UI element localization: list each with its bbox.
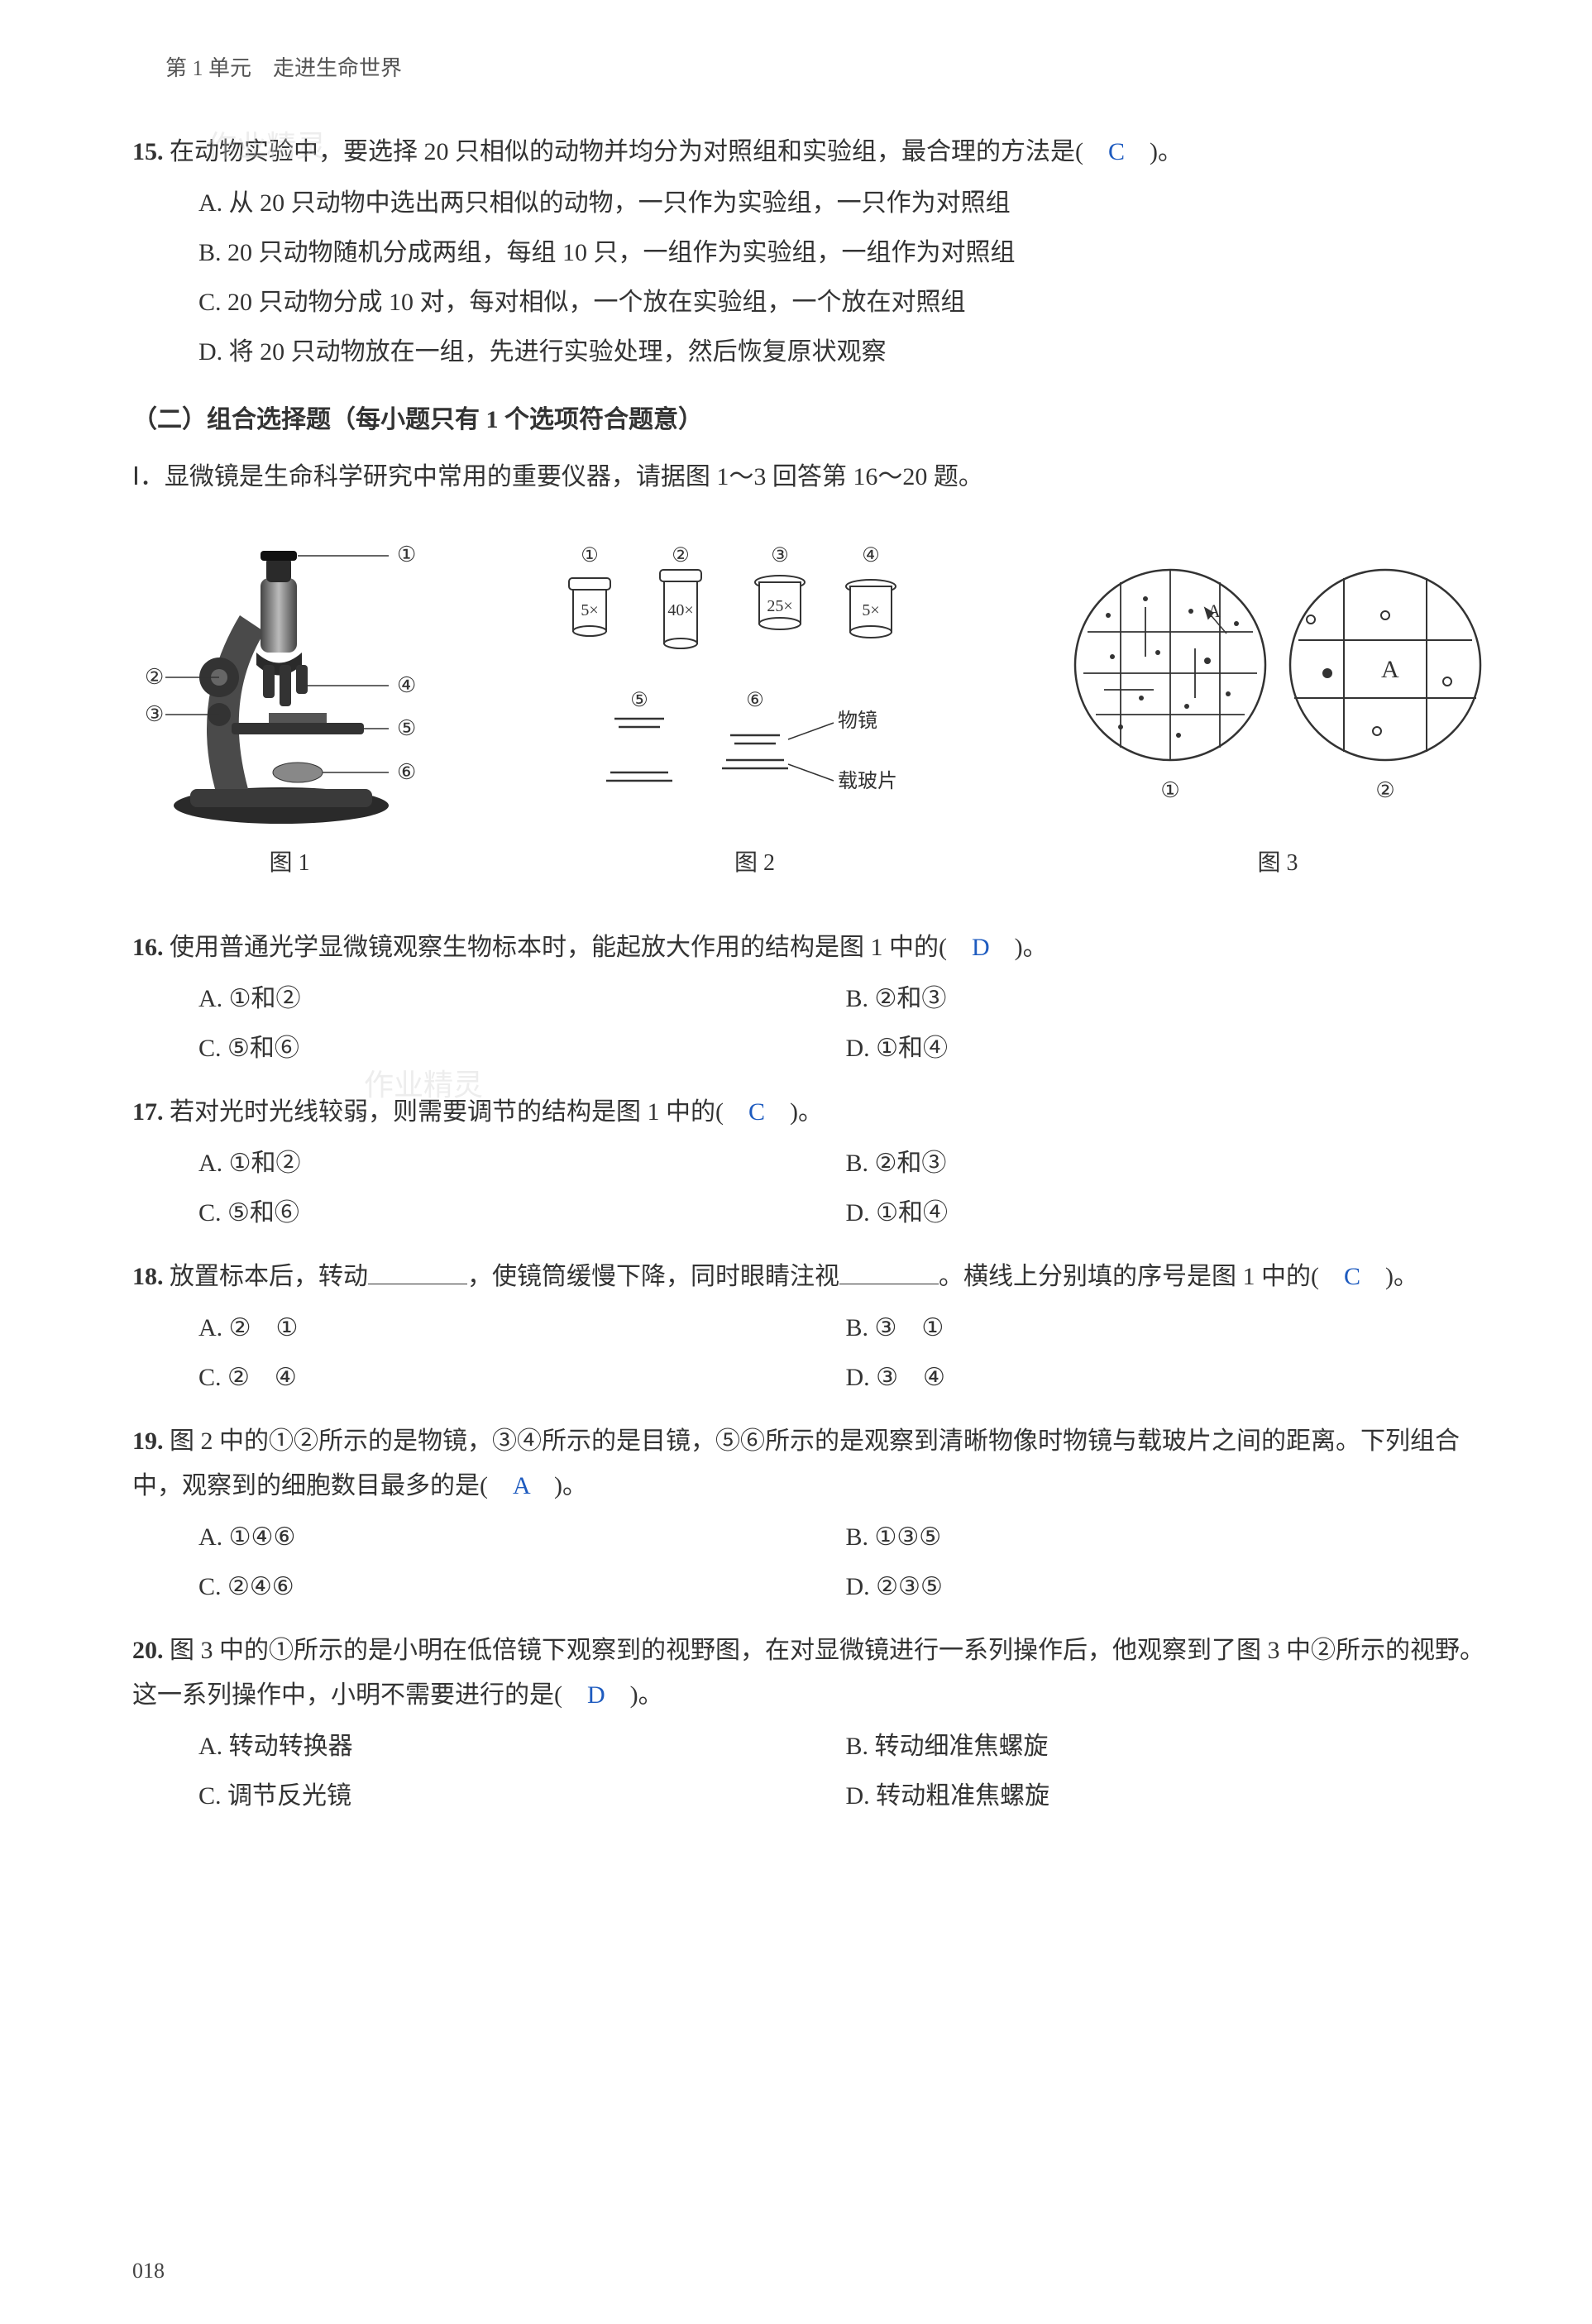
q20-tail: )。 (605, 1681, 663, 1709)
q20-opt-b: B. 转动细准焦螺旋 (846, 1722, 1494, 1772)
q18-tail: )。 (1360, 1263, 1418, 1290)
q15-opt-b: B. 20 只动物随机分成两组，每组 10 只，一组作为实验组，一组作为对照组 (198, 228, 1493, 278)
svg-text:⑥: ⑥ (746, 690, 764, 711)
q20-options: A. 转动转换器B. 转动细准焦螺旋 C. 调节反光镜D. 转动粗准焦螺旋 (132, 1722, 1493, 1821)
q17-opt-b: B. ②和③ (846, 1139, 1494, 1188)
svg-text:②: ② (145, 665, 164, 689)
svg-text:⑥: ⑥ (397, 760, 416, 784)
question-15: 15. 在动物实验中，要选择 20 只相似的动物并均分为对照组和实验组，最合理的… (132, 130, 1493, 377)
q18-opt-a: A. ② ① (198, 1303, 846, 1353)
q18-options: A. ② ①B. ③ ① C. ② ④D. ③ ④ (132, 1303, 1493, 1403)
svg-text:5×: 5× (862, 601, 879, 619)
q17-num: 17. (132, 1098, 164, 1126)
q15-tail: )。 (1125, 138, 1183, 165)
svg-text:⑤: ⑤ (630, 690, 648, 711)
intro-text: Ⅰ．显微镜是生命科学研究中常用的重要仪器，请据图 1～3 回答第 16～20 题… (132, 455, 1493, 500)
q16-opt-a: A. ①和② (198, 974, 846, 1024)
q19-answer: A (513, 1472, 529, 1499)
q15-opt-d: D. 将 20 只动物放在一组，先进行实验处理，然后恢复原状观察 (198, 328, 1493, 377)
q18-num: 18. (132, 1263, 164, 1290)
q15-text: 在动物实验中，要选择 20 只相似的动物并均分为对照组和实验组，最合理的方法是( (170, 138, 1108, 165)
q16-options: A. ①和②B. ②和③ C. ⑤和⑥D. ①和④ (132, 974, 1493, 1074)
question-18: 18. 放置标本后，转动 ，使镜筒缓慢下降，同时眼睛注视 。横线上分别填的序号是图 … (132, 1255, 1493, 1403)
figure-3: A ① A ② 图 3 (1063, 533, 1493, 884)
q16-tail: )。 (990, 934, 1048, 961)
q19-tail: )。 (529, 1472, 587, 1499)
svg-text:A: A (1381, 656, 1399, 683)
q16-opt-c: C. ⑤和⑥ (198, 1024, 846, 1074)
svg-text:②: ② (1375, 778, 1394, 802)
q17-opt-a: A. ①和② (198, 1139, 846, 1188)
svg-text:载玻片: 载玻片 (838, 770, 897, 792)
q16-text: 使用普通光学显微镜观察生物标本时，能起放大作用的结构是图 1 中的( (170, 934, 972, 961)
lenses-icon: ① ② ③ ④ 5× 40× (540, 533, 970, 830)
fig3-label: 图 3 (1063, 843, 1493, 884)
q19-options: A. ①④⑥B. ①③⑤ C. ②④⑥D. ②③⑤ (132, 1513, 1493, 1612)
q19-opt-b: B. ①③⑤ (846, 1513, 1494, 1562)
q17-text: 若对光时光线较弱，则需要调节的结构是图 1 中的( (170, 1098, 748, 1126)
svg-text:①: ① (581, 545, 599, 567)
figure-2: ① ② ③ ④ 5× 40× (540, 533, 970, 884)
q20-num: 20. (132, 1637, 164, 1664)
q20-opt-d: D. 转动粗准焦螺旋 (846, 1772, 1494, 1821)
svg-text:④: ④ (862, 545, 880, 567)
q19-num: 19. (132, 1427, 164, 1455)
q17-options: A. ①和②B. ②和③ C. ⑤和⑥D. ①和④ (132, 1139, 1493, 1238)
q15-opt-c: C. 20 只动物分成 10 对，每对相似，一个放在实验组，一个放在对照组 (198, 278, 1493, 328)
svg-text:物镜: 物镜 (838, 710, 877, 732)
svg-text:③: ③ (145, 702, 164, 726)
svg-text:40×: 40× (667, 601, 693, 619)
blank-1 (368, 1257, 467, 1284)
microscope-icon: ① ② ③ ④ ⑤ ⑥ (132, 533, 447, 830)
q19-opt-d: D. ②③⑤ (846, 1562, 1494, 1612)
q18-answer: C (1344, 1263, 1360, 1290)
question-16: 16. 使用普通光学显微镜观察生物标本时，能起放大作用的结构是图 1 中的( D… (132, 925, 1493, 1074)
page-number: 018 (132, 2252, 165, 2291)
q20-opt-c: C. 调节反光镜 (198, 1772, 846, 1821)
question-20: 20. 图 3 中的①所示的是小明在低倍镜下观察到的视野图，在对显微镜进行一系列… (132, 1628, 1493, 1821)
svg-text:②: ② (672, 545, 690, 567)
figures-row: ① ② ③ ④ ⑤ ⑥ 图 1 ① ② ③ ④ 5× (132, 533, 1493, 884)
q15-answer: C (1108, 138, 1125, 165)
q16-opt-b: B. ②和③ (846, 974, 1494, 1024)
svg-text:④: ④ (397, 673, 416, 697)
q20-opt-a: A. 转动转换器 (198, 1722, 846, 1772)
q19-opt-a: A. ①④⑥ (198, 1513, 846, 1562)
q17-opt-d: D. ①和④ (846, 1188, 1494, 1238)
q17-tail: )。 (765, 1098, 823, 1126)
svg-text:⑤: ⑤ (397, 716, 416, 740)
question-17: 17. 若对光时光线较弱，则需要调节的结构是图 1 中的( C )。 A. ①和… (132, 1090, 1493, 1238)
svg-text:①: ① (1160, 778, 1179, 802)
views-icon: A ① A ② (1063, 533, 1493, 830)
q15-options: A. 从 20 只动物中选出两只相似的动物，一只作为实验组，一只作为对照组 B.… (132, 179, 1493, 377)
q17-answer: C (748, 1098, 765, 1126)
svg-text:5×: 5× (581, 601, 598, 619)
question-19: 19. 图 2 中的①②所示的是物镜，③④所示的是目镜，⑤⑥所示的是观察到清晰物… (132, 1419, 1493, 1612)
section-2-heading: （二）组合选择题（每小题只有 1 个选项符合题意） (132, 398, 1493, 442)
q19-opt-c: C. ②④⑥ (198, 1562, 846, 1612)
q18-opt-c: C. ② ④ (198, 1353, 846, 1403)
fig1-label: 图 1 (132, 843, 447, 884)
q18-text-b: ，使镜筒缓慢下降，同时眼睛注视 (467, 1263, 839, 1290)
q16-answer: D (972, 934, 990, 961)
q17-opt-c: C. ⑤和⑥ (198, 1188, 846, 1238)
q19-text: 图 2 中的①②所示的是物镜，③④所示的是目镜，⑤⑥所示的是观察到清晰物像时物镜… (132, 1427, 1460, 1499)
q18-text-a: 放置标本后，转动 (170, 1263, 368, 1290)
page-header: 第 1 单元 走进生命世界 (132, 50, 1493, 88)
q16-num: 16. (132, 934, 164, 961)
q18-opt-b: B. ③ ① (846, 1303, 1494, 1353)
q20-text: 图 3 中的①所示的是小明在低倍镜下观察到的视野图，在对显微镜进行一系列操作后，… (132, 1637, 1484, 1709)
svg-text:25×: 25× (767, 597, 792, 615)
q20-answer: D (587, 1681, 605, 1709)
blank-2 (839, 1257, 939, 1284)
q15-opt-a: A. 从 20 只动物中选出两只相似的动物，一只作为实验组，一只作为对照组 (198, 179, 1493, 228)
q15-num: 15. (132, 138, 164, 165)
svg-text:③: ③ (771, 545, 789, 567)
figure-1: ① ② ③ ④ ⑤ ⑥ 图 1 (132, 533, 447, 884)
svg-text:①: ① (397, 543, 416, 567)
fig2-label: 图 2 (540, 843, 970, 884)
q18-opt-d: D. ③ ④ (846, 1353, 1494, 1403)
q18-text-c: 。横线上分别填的序号是图 1 中的( (939, 1263, 1344, 1290)
q16-opt-d: D. ①和④ (846, 1024, 1494, 1074)
